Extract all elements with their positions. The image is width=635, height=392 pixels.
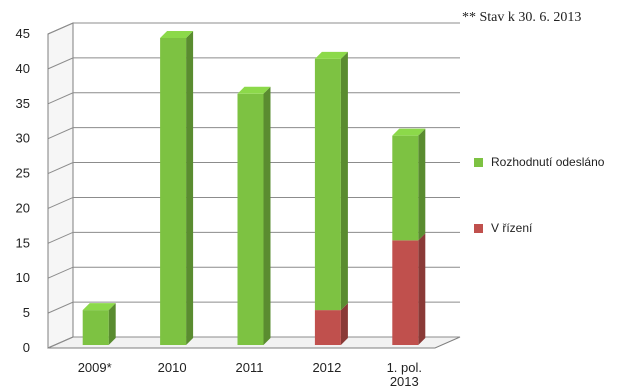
legend-swatch-v-rizeni (474, 223, 483, 233)
side-wall (47, 22, 74, 349)
bar (314, 310, 341, 345)
y-tick-label: 35 (16, 96, 30, 111)
x-tick-label: 2011 (236, 360, 264, 375)
y-tick-label: 10 (16, 270, 30, 285)
legend-swatch-rozhodnuti (474, 157, 483, 167)
y-tick-label: 0 (23, 340, 30, 355)
bar-top (314, 51, 348, 59)
x-tick-label: 2012 (312, 360, 341, 375)
x-tick-label: 1. pol. (387, 360, 422, 375)
legend-item-v-rizeni: V řízení (474, 221, 532, 235)
status-note: ** Stav k 30. 6. 2013 (462, 10, 582, 25)
legend-label-rozhodnuti: Rozhodnutí odesláno (491, 155, 605, 169)
bar (392, 135, 419, 241)
legend-item-rozhodnuti: Rozhodnutí odesláno (474, 155, 604, 169)
y-tick-label: 30 (16, 131, 30, 146)
bar (314, 58, 341, 311)
x-tick-label: 2010 (158, 360, 187, 375)
bar-side (340, 303, 348, 345)
y-tick-label: 40 (16, 61, 30, 76)
legend-label-v-rizeni: V řízení (491, 221, 533, 235)
x-tick-label: 2009* (78, 360, 112, 375)
bar-side (418, 233, 426, 345)
bar-top (160, 30, 194, 38)
bar (392, 240, 419, 345)
bar-top (392, 128, 426, 136)
bar-side (340, 51, 348, 311)
bar-side (263, 86, 271, 346)
y-tick-label: 45 (16, 26, 30, 41)
y-tick-label: 20 (16, 200, 30, 215)
bar-side (186, 30, 194, 345)
bar-side (418, 128, 426, 241)
y-tick-label: 25 (16, 166, 30, 181)
bar-top (82, 303, 116, 311)
bar-top (237, 86, 271, 94)
bar (160, 37, 187, 345)
y-tick-label: 5 (23, 305, 30, 320)
gridline (47, 57, 460, 70)
x-tick-label: 2013 (390, 374, 419, 389)
bar (237, 93, 264, 345)
gridline (47, 22, 460, 35)
bar-side (108, 303, 116, 345)
y-tick-label: 15 (16, 235, 30, 250)
bar (82, 310, 109, 345)
